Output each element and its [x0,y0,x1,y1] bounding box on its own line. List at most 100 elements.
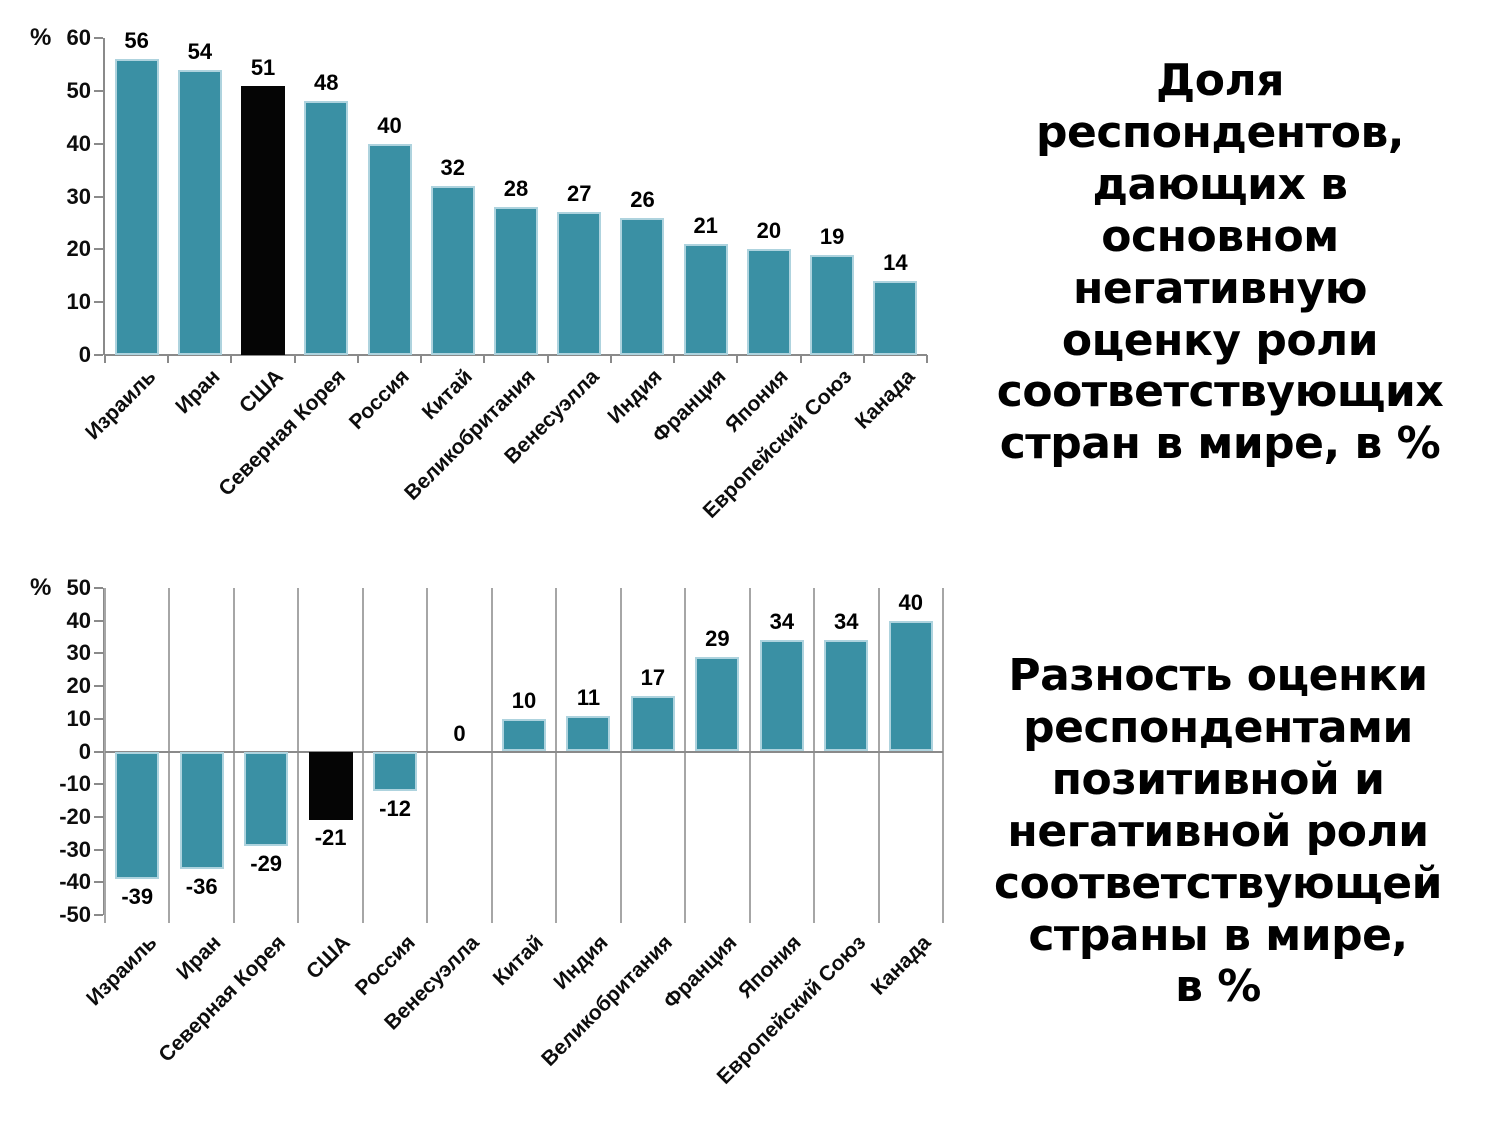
bar [695,656,740,752]
gridline [168,588,171,923]
bar-value-label: 26 [630,186,655,212]
bar [179,751,224,870]
y-tick-label: 50 [66,575,91,600]
y-tick-label: 0 [78,738,91,764]
bar-value-label: 34 [834,609,859,635]
gridline [555,588,558,923]
bar [824,640,869,752]
bar [430,185,475,355]
gridline [877,588,880,923]
category-label: Северная Корея [154,931,291,1067]
y-tick [94,195,103,198]
y-tick-label: 30 [66,183,91,209]
y-tick [94,848,103,851]
bar-value-label: 28 [503,176,529,202]
y-tick [94,717,103,720]
y-axis-unit: % [30,24,52,51]
y-tick [94,750,103,753]
gridline [361,588,364,923]
bar-value-label: 54 [187,38,213,64]
bar-value-label: 21 [693,213,718,239]
x-tick [799,355,802,363]
y-axis [103,38,105,355]
bar-value-label: 17 [640,664,666,690]
category-label: США [234,365,288,418]
x-tick [356,355,359,363]
category-label: Израиль [81,365,161,445]
category-label: Канада [850,365,920,434]
bar-value-label: 40 [898,589,924,615]
x-tick [104,355,106,363]
y-tick [94,619,103,622]
bar [566,715,611,752]
bar [557,212,602,355]
bar-highlighted [308,751,353,821]
bar [244,751,289,847]
x-tick [483,355,486,363]
y-tick [94,587,103,589]
y-tick [94,914,103,916]
category-label: Китай [417,365,478,425]
x-tick [293,355,296,363]
gridline [490,588,493,923]
y-tick-label: 40 [66,607,91,633]
x-tick [420,355,423,363]
bottom-chart-net-balance: % -50 -40 -30 -20 -10 0 10 20 30 40 50 -39 Израиль -36… [20,565,960,1125]
bar-value-label: 19 [819,223,845,249]
y-tick-label: 60 [66,25,91,50]
top-chart-negative-share: % 0 10 20 30 40 50 60 56 Израиль 54 Иран 51 США 48 Севе… [20,10,940,560]
y-tick-label: 10 [66,289,91,315]
top-chart-title: Доля респондентов, дающих в основном нег… [996,55,1444,470]
bar-value-label: 56 [124,28,149,54]
bar [746,249,791,355]
category-label: Индия [549,931,613,995]
x-tick [609,355,612,363]
y-tick-label: -30 [59,836,91,862]
bar-value-label: 40 [377,112,402,138]
bar-value-label: 14 [883,250,908,276]
bar-value-label: 27 [566,181,592,207]
bar [115,751,160,880]
y-tick [94,652,103,655]
y-tick [94,301,103,304]
y-tick [94,815,103,818]
y-tick-label: 30 [66,640,91,666]
x-tick [926,355,928,363]
gridline [104,588,106,923]
category-label: Иран [170,365,225,419]
x-tick [167,355,170,363]
y-tick [94,354,103,356]
bar [683,244,728,355]
y-tick [94,89,103,92]
y-tick [94,685,103,688]
y-tick [94,142,103,145]
bar [810,254,855,355]
bar [873,281,918,355]
bar-value-label: 51 [250,54,276,80]
bar [367,143,412,355]
category-label: США [302,931,355,984]
x-tick [230,355,233,363]
bar-value-label: -12 [379,795,411,821]
bar-value-label: -39 [121,884,154,910]
x-tick [673,355,676,363]
y-tick [94,248,103,251]
bar-value-label: 0 [453,720,466,746]
bar [373,751,418,791]
y-tick-label: -10 [59,771,91,797]
gridline [297,588,300,923]
bar [888,620,933,752]
gridline [684,588,687,923]
category-label: Китай [489,931,549,991]
bar-highlighted [241,85,286,355]
category-label: Россия [344,365,414,434]
y-tick-label: 50 [66,77,91,103]
category-label: Канада [866,931,936,1000]
bar [620,217,665,355]
x-tick [546,355,549,363]
gridline [426,588,429,923]
gridline [748,588,751,923]
y-tick-label: 0 [78,342,91,367]
y-tick-label: 20 [66,673,91,699]
